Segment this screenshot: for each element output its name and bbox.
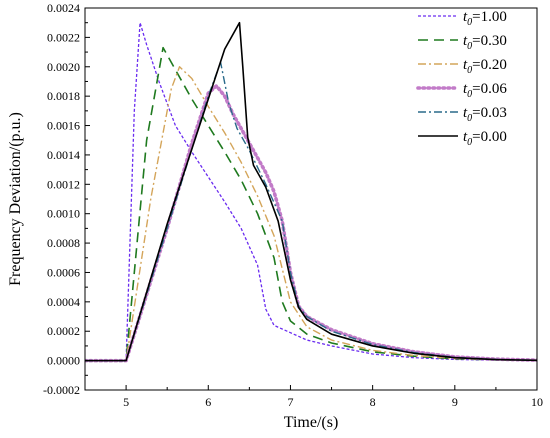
series-line-6 <box>85 21 537 362</box>
x-tick-label: 5 <box>123 395 129 409</box>
axes: 5 6 7 8 9 10 -0.0002 0.0000 0.0002 0.0004 0.0006 0.… <box>43 1 543 409</box>
plot-area <box>85 21 537 363</box>
y-axis-label: Frequency Deviation/(p.u.) <box>7 112 24 286</box>
y-tick-label: 0.0010 <box>47 207 80 221</box>
legend: t0=1.00 t0=0.30 t0=0.20 t0=0.06 t0=0.03 t0=0.… <box>416 9 507 148</box>
y-tick-label: 0.0018 <box>47 89 80 103</box>
y-tick-label: 0.0024 <box>47 1 80 15</box>
series-group <box>85 21 537 363</box>
y-tick-label: 0.0022 <box>47 30 80 44</box>
legend-label-4: t0=0.06 <box>463 81 507 100</box>
y-tick-label: 0.0020 <box>47 60 80 74</box>
series-line-4 <box>85 84 537 363</box>
y-tick-label: 0.0002 <box>47 324 80 338</box>
series-line-3 <box>85 66 537 362</box>
y-tick-label: 0.0006 <box>47 265 80 279</box>
x-tick-label: 7 <box>287 395 293 409</box>
y-tick-label: 0.0000 <box>47 354 80 368</box>
legend-label-1: t0=1.00 <box>463 9 507 28</box>
y-tick-label: 0.0016 <box>47 119 80 133</box>
x-tick-label: 9 <box>452 395 458 409</box>
series-line-1 <box>85 22 537 362</box>
legend-label-2: t0=0.30 <box>463 33 507 52</box>
y-tick-label: 0.0012 <box>47 177 80 191</box>
x-axis-label: Time/(s) <box>284 414 339 431</box>
x-tick-label: 10 <box>531 395 543 409</box>
x-tick-label: 6 <box>205 395 211 409</box>
series-line-2 <box>85 46 537 362</box>
y-tick-label: 0.0004 <box>47 295 80 309</box>
legend-label-5: t0=0.03 <box>463 105 507 124</box>
y-tick-label: -0.0002 <box>43 383 80 397</box>
legend-label-6: t0=0.00 <box>463 129 507 148</box>
x-tick-label: 8 <box>370 395 376 409</box>
y-tick-label: 0.0014 <box>47 148 80 162</box>
legend-label-3: t0=0.20 <box>463 57 507 76</box>
y-tick-label: 0.0008 <box>47 236 80 250</box>
